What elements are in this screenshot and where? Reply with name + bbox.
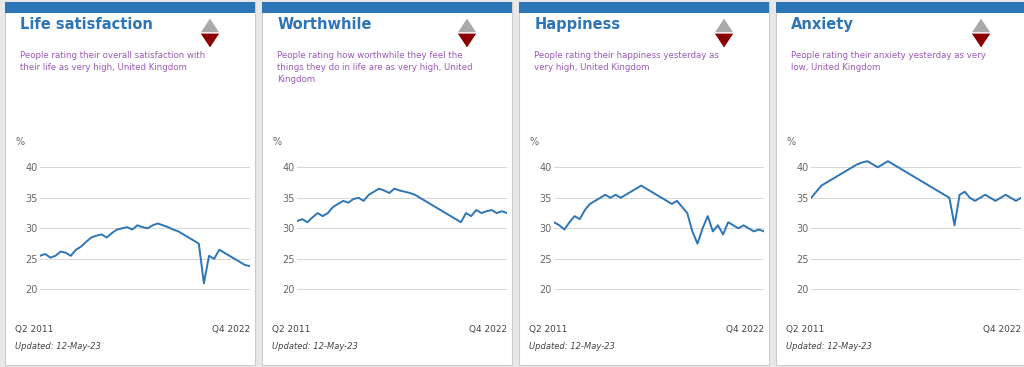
Text: %: % [529,137,539,147]
Text: Q2 2011: Q2 2011 [15,325,53,334]
Text: Q2 2011: Q2 2011 [529,325,567,334]
Text: %: % [786,137,796,147]
Text: Happiness: Happiness [535,17,621,32]
Text: Anxiety: Anxiety [792,17,854,32]
Text: Worthwhile: Worthwhile [278,17,372,32]
Text: Updated: 12-May-23: Updated: 12-May-23 [272,342,358,350]
Text: People rating their anxiety yesterday as very
low, United Kingdom: People rating their anxiety yesterday as… [792,51,986,72]
Text: Q4 2022: Q4 2022 [726,325,764,334]
Text: Q4 2022: Q4 2022 [469,325,507,334]
Text: Life satisfaction: Life satisfaction [20,17,153,32]
Text: People rating their happiness yesterday as
very high, United Kingdom: People rating their happiness yesterday … [535,51,719,72]
Text: People rating their overall satisfaction with
their life as very high, United Ki: People rating their overall satisfaction… [20,51,206,72]
Text: Q4 2022: Q4 2022 [212,325,250,334]
Text: Updated: 12-May-23: Updated: 12-May-23 [15,342,101,350]
Text: Updated: 12-May-23: Updated: 12-May-23 [529,342,615,350]
Text: %: % [15,137,25,147]
Text: Updated: 12-May-23: Updated: 12-May-23 [786,342,872,350]
Text: Q2 2011: Q2 2011 [272,325,310,334]
Text: Q4 2022: Q4 2022 [983,325,1021,334]
Text: Q2 2011: Q2 2011 [786,325,824,334]
Text: People rating how worthwhile they feel the
things they do in life are as very hi: People rating how worthwhile they feel t… [278,51,473,84]
Text: %: % [272,137,282,147]
